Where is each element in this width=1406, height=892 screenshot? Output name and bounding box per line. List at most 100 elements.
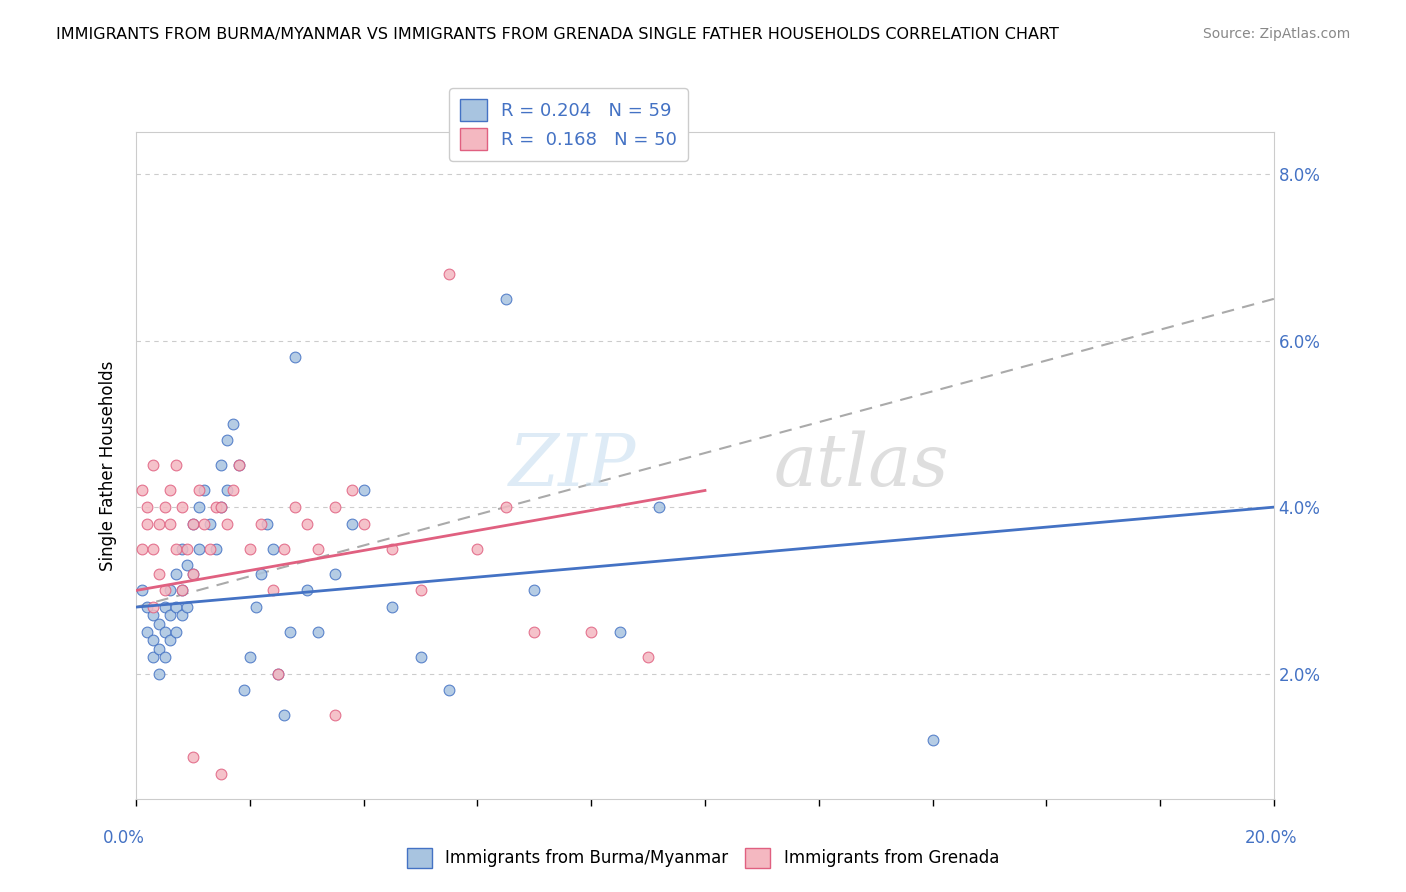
- Point: [228, 458, 250, 473]
- Point: [609, 625, 631, 640]
- Point: [209, 766, 232, 780]
- Point: [165, 541, 187, 556]
- Point: [165, 625, 187, 640]
- Point: [209, 500, 232, 515]
- Point: [323, 708, 346, 723]
- Point: [273, 708, 295, 723]
- Point: [323, 566, 346, 581]
- Point: [187, 483, 209, 498]
- Point: [148, 616, 170, 631]
- Point: [262, 583, 284, 598]
- Point: [273, 541, 295, 556]
- Point: [217, 483, 239, 498]
- Point: [209, 458, 232, 473]
- Point: [181, 566, 204, 581]
- Point: [142, 633, 165, 648]
- Point: [136, 600, 159, 615]
- Point: [181, 516, 204, 531]
- Point: [284, 350, 307, 364]
- Point: [170, 583, 193, 598]
- Point: [381, 600, 404, 615]
- Point: [181, 516, 204, 531]
- Point: [239, 650, 262, 665]
- Point: [170, 583, 193, 598]
- Point: [222, 483, 245, 498]
- Point: [523, 625, 546, 640]
- Point: [170, 608, 193, 623]
- Point: [250, 516, 273, 531]
- Point: [523, 583, 546, 598]
- Point: [176, 541, 198, 556]
- Point: [295, 516, 318, 531]
- Point: [353, 516, 375, 531]
- Point: [142, 600, 165, 615]
- Point: [579, 625, 602, 640]
- Point: [381, 541, 404, 556]
- Point: [222, 417, 245, 431]
- Point: [159, 583, 181, 598]
- Point: [159, 633, 181, 648]
- Point: [170, 500, 193, 515]
- Point: [159, 483, 181, 498]
- Point: [170, 541, 193, 556]
- Point: [181, 566, 204, 581]
- Point: [153, 500, 176, 515]
- Point: [209, 500, 232, 515]
- Point: [921, 733, 943, 747]
- Point: [467, 541, 489, 556]
- Point: [239, 541, 262, 556]
- Point: [228, 458, 250, 473]
- Point: [409, 583, 432, 598]
- Point: [495, 500, 517, 515]
- Point: [233, 683, 256, 698]
- Point: [295, 583, 318, 598]
- Point: [193, 483, 215, 498]
- Point: [142, 541, 165, 556]
- Point: [136, 625, 159, 640]
- Point: [165, 600, 187, 615]
- Text: 0.0%: 0.0%: [103, 829, 145, 847]
- Point: [159, 608, 181, 623]
- Point: [131, 541, 153, 556]
- Point: [307, 541, 329, 556]
- Point: [342, 516, 364, 531]
- Point: [165, 566, 187, 581]
- Point: [256, 516, 278, 531]
- Point: [204, 500, 226, 515]
- Point: [165, 458, 187, 473]
- Text: Source: ZipAtlas.com: Source: ZipAtlas.com: [1202, 27, 1350, 41]
- Point: [176, 558, 198, 573]
- Point: [136, 500, 159, 515]
- Point: [217, 516, 239, 531]
- Point: [153, 650, 176, 665]
- Point: [136, 516, 159, 531]
- Point: [142, 608, 165, 623]
- Point: [648, 500, 671, 515]
- Point: [278, 625, 301, 640]
- Point: [193, 516, 215, 531]
- Point: [159, 516, 181, 531]
- Point: [637, 650, 659, 665]
- Point: [262, 541, 284, 556]
- Point: [131, 583, 153, 598]
- Point: [142, 458, 165, 473]
- Text: ZIP: ZIP: [509, 430, 637, 500]
- Point: [437, 683, 460, 698]
- Point: [181, 750, 204, 764]
- Point: [148, 666, 170, 681]
- Point: [148, 641, 170, 656]
- Point: [245, 600, 267, 615]
- Point: [267, 666, 290, 681]
- Point: [176, 600, 198, 615]
- Point: [323, 500, 346, 515]
- Point: [153, 625, 176, 640]
- Point: [148, 566, 170, 581]
- Point: [353, 483, 375, 498]
- Point: [131, 483, 153, 498]
- Point: [142, 650, 165, 665]
- Point: [198, 516, 221, 531]
- Text: 20.0%: 20.0%: [1246, 829, 1298, 847]
- Y-axis label: Single Father Households: Single Father Households: [100, 360, 117, 571]
- Point: [198, 541, 221, 556]
- Point: [187, 500, 209, 515]
